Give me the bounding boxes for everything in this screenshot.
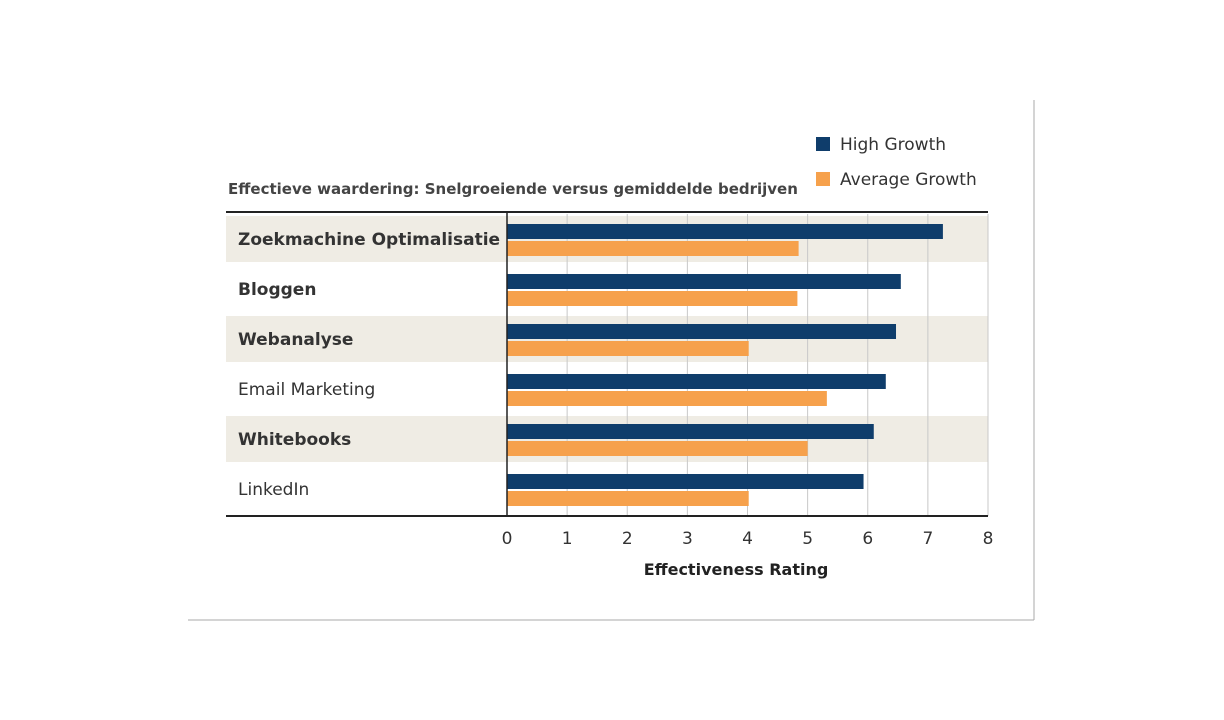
category-label: Webanalyse	[238, 330, 353, 350]
chart-title: Effectieve waardering: Snelgroeiende ver…	[228, 180, 798, 198]
legend-swatch-average-growth	[816, 172, 830, 186]
x-tick-label: 6	[862, 529, 873, 549]
bar-high-growth	[507, 424, 874, 439]
bar-high-growth	[507, 224, 943, 239]
bar-average-growth	[507, 291, 798, 306]
category-label: Email Marketing	[238, 380, 375, 400]
bar-average-growth	[507, 341, 749, 356]
x-tick-label: 8	[983, 529, 994, 549]
x-tick-label: 2	[622, 529, 633, 549]
legend-label-high-growth: High Growth	[840, 135, 946, 155]
x-tick-label: 0	[502, 529, 513, 549]
x-tick-label: 1	[562, 529, 573, 549]
category-label: Whitebooks	[238, 430, 351, 450]
legend-label-average-growth: Average Growth	[840, 170, 977, 190]
x-tick-label: 4	[742, 529, 753, 549]
bar-average-growth	[507, 391, 827, 406]
bar-average-growth	[507, 241, 799, 256]
category-label: LinkedIn	[238, 480, 309, 500]
category-label: Zoekmachine Optimalisatie	[238, 230, 500, 250]
bar-high-growth	[507, 324, 897, 339]
bar-high-growth	[507, 374, 886, 389]
bar-high-growth	[507, 474, 864, 489]
bar-average-growth	[507, 441, 808, 456]
x-tick-label: 5	[802, 529, 813, 549]
x-axis-label: Effectiveness Rating	[644, 560, 829, 579]
bar-high-growth	[507, 274, 901, 289]
x-tick-label: 7	[922, 529, 933, 549]
bar-average-growth	[507, 491, 749, 506]
x-tick-label: 3	[682, 529, 693, 549]
category-label: Bloggen	[238, 280, 316, 300]
legend-swatch-high-growth	[816, 137, 830, 151]
